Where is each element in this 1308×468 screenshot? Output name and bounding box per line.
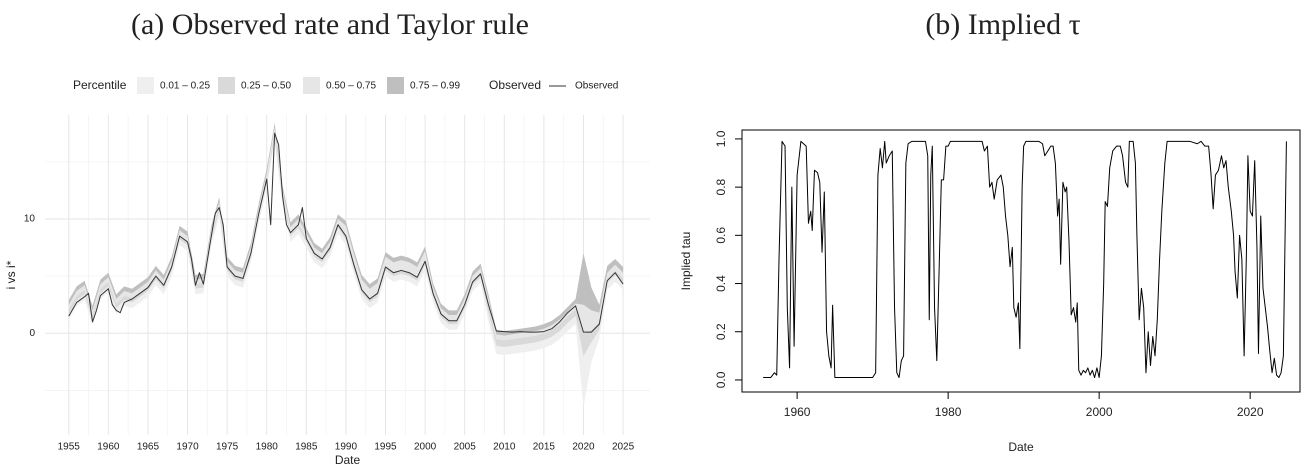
y-tick-label: 10 [24,214,36,225]
x-tick-label: 1975 [216,442,239,453]
legend-label: 0.75 – 0.99 [410,81,460,92]
panel: (a) Observed rate and Taylor rule 0 10 1955… [4,8,650,467]
x-tick-label: 2020 [1237,405,1264,419]
line-series [763,140,1287,379]
x-tick-label: 1995 [374,442,397,453]
legend-title: Observed [489,78,541,92]
panel: (b) Implied τ 0.0 0.2 0.4 0.6 0.8 1.0 1960 1980 2… [679,8,1301,454]
x-tick-label: 1955 [58,442,81,453]
x-tick-label: 2020 [572,442,595,453]
y-tick-label: 0.6 [714,227,728,244]
line-series [68,132,624,333]
chart-title: (a) Observed rate and Taylor rule [131,8,529,41]
percentile-band [68,123,624,336]
y-tick-label: 0.4 [714,275,728,292]
legend-swatch [303,77,320,94]
x-tick-label: 2005 [454,442,477,453]
legend-label: 0.01 – 0.25 [160,81,210,92]
y-axis-label: Implied tau [679,232,693,291]
legend-title: Percentile [73,78,127,92]
x-tick-label: 1980 [935,405,962,419]
x-tick-label: 2025 [612,442,635,453]
y-tick-label: 0.0 [714,371,728,388]
legend-label: 0.50 – 0.75 [326,81,376,92]
x-tick-label: 2010 [493,442,516,453]
chart-title: (b) Implied τ [925,8,1080,41]
x-axis-label: Date [1008,440,1034,454]
legend-swatch [387,77,404,94]
y-tick-label: 0.8 [714,178,728,195]
y-tick-label: 1.0 [714,130,728,147]
x-axis-label: Date [335,453,361,467]
x-tick-label: 2000 [414,442,437,453]
x-tick-label: 1985 [295,442,318,453]
x-tick-label: 1965 [137,442,160,453]
plot-frame [741,129,1301,393]
y-tick-label: 0 [29,328,35,339]
legend-swatch [137,77,154,94]
x-tick-label: 1960 [97,442,120,453]
percentile-band [68,127,624,341]
x-tick-label: 2015 [533,442,556,453]
legend-label: Observed [575,81,618,92]
x-tick-label: 1990 [335,442,358,453]
x-tick-label: 2000 [1086,405,1113,419]
y-axis-label: i vs i* [4,260,18,289]
x-tick-label: 1970 [176,442,199,453]
y-tick-label: 0.2 [714,323,728,340]
x-tick-label: 1960 [784,405,811,419]
x-tick-label: 1980 [256,442,279,453]
legend-swatch [218,77,235,94]
legend-label: 0.25 – 0.50 [241,81,291,92]
